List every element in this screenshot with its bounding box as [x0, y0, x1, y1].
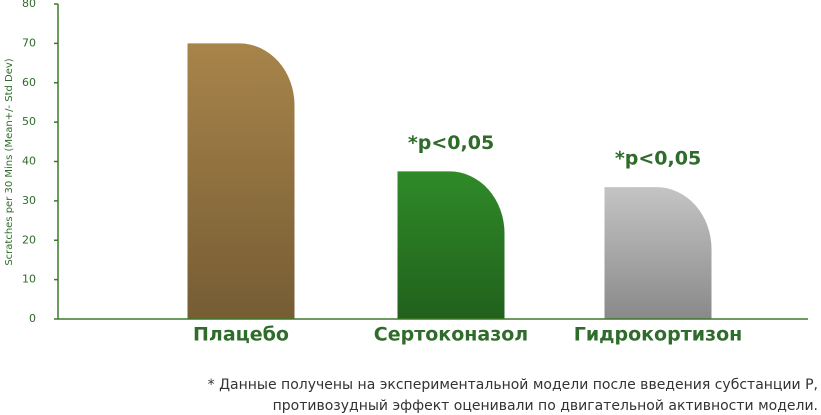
footnote: противозудный эффект оценивали по двигат… — [273, 398, 818, 414]
y-tick-label: 50 — [22, 115, 36, 128]
annotation: *p<0,05 — [615, 148, 701, 170]
annotation: *p<0,05 — [408, 132, 494, 154]
footnote: * Данные получены на экспериментальной м… — [208, 377, 818, 393]
y-tick-label: 40 — [22, 155, 36, 168]
y-tick-label: 0 — [29, 312, 36, 325]
y-tick-label: 20 — [22, 233, 36, 246]
y-tick-label: 80 — [22, 0, 36, 10]
bar-shade — [187, 43, 295, 319]
x-tick-label: Сертоконазол — [374, 324, 528, 346]
y-axis-label: Scratches per 30 Mins (Mean+/- Std Dev) — [4, 58, 15, 265]
y-tick-label: 70 — [22, 36, 36, 49]
y-tick-label: 60 — [22, 76, 36, 89]
x-tick-label: Гидрокортизон — [574, 324, 743, 346]
bar-shade — [397, 171, 505, 319]
y-tick-label: 30 — [22, 194, 36, 207]
bar-shade — [604, 187, 712, 319]
x-tick-label: Плацебо — [193, 324, 289, 346]
y-tick-label: 10 — [22, 273, 36, 286]
